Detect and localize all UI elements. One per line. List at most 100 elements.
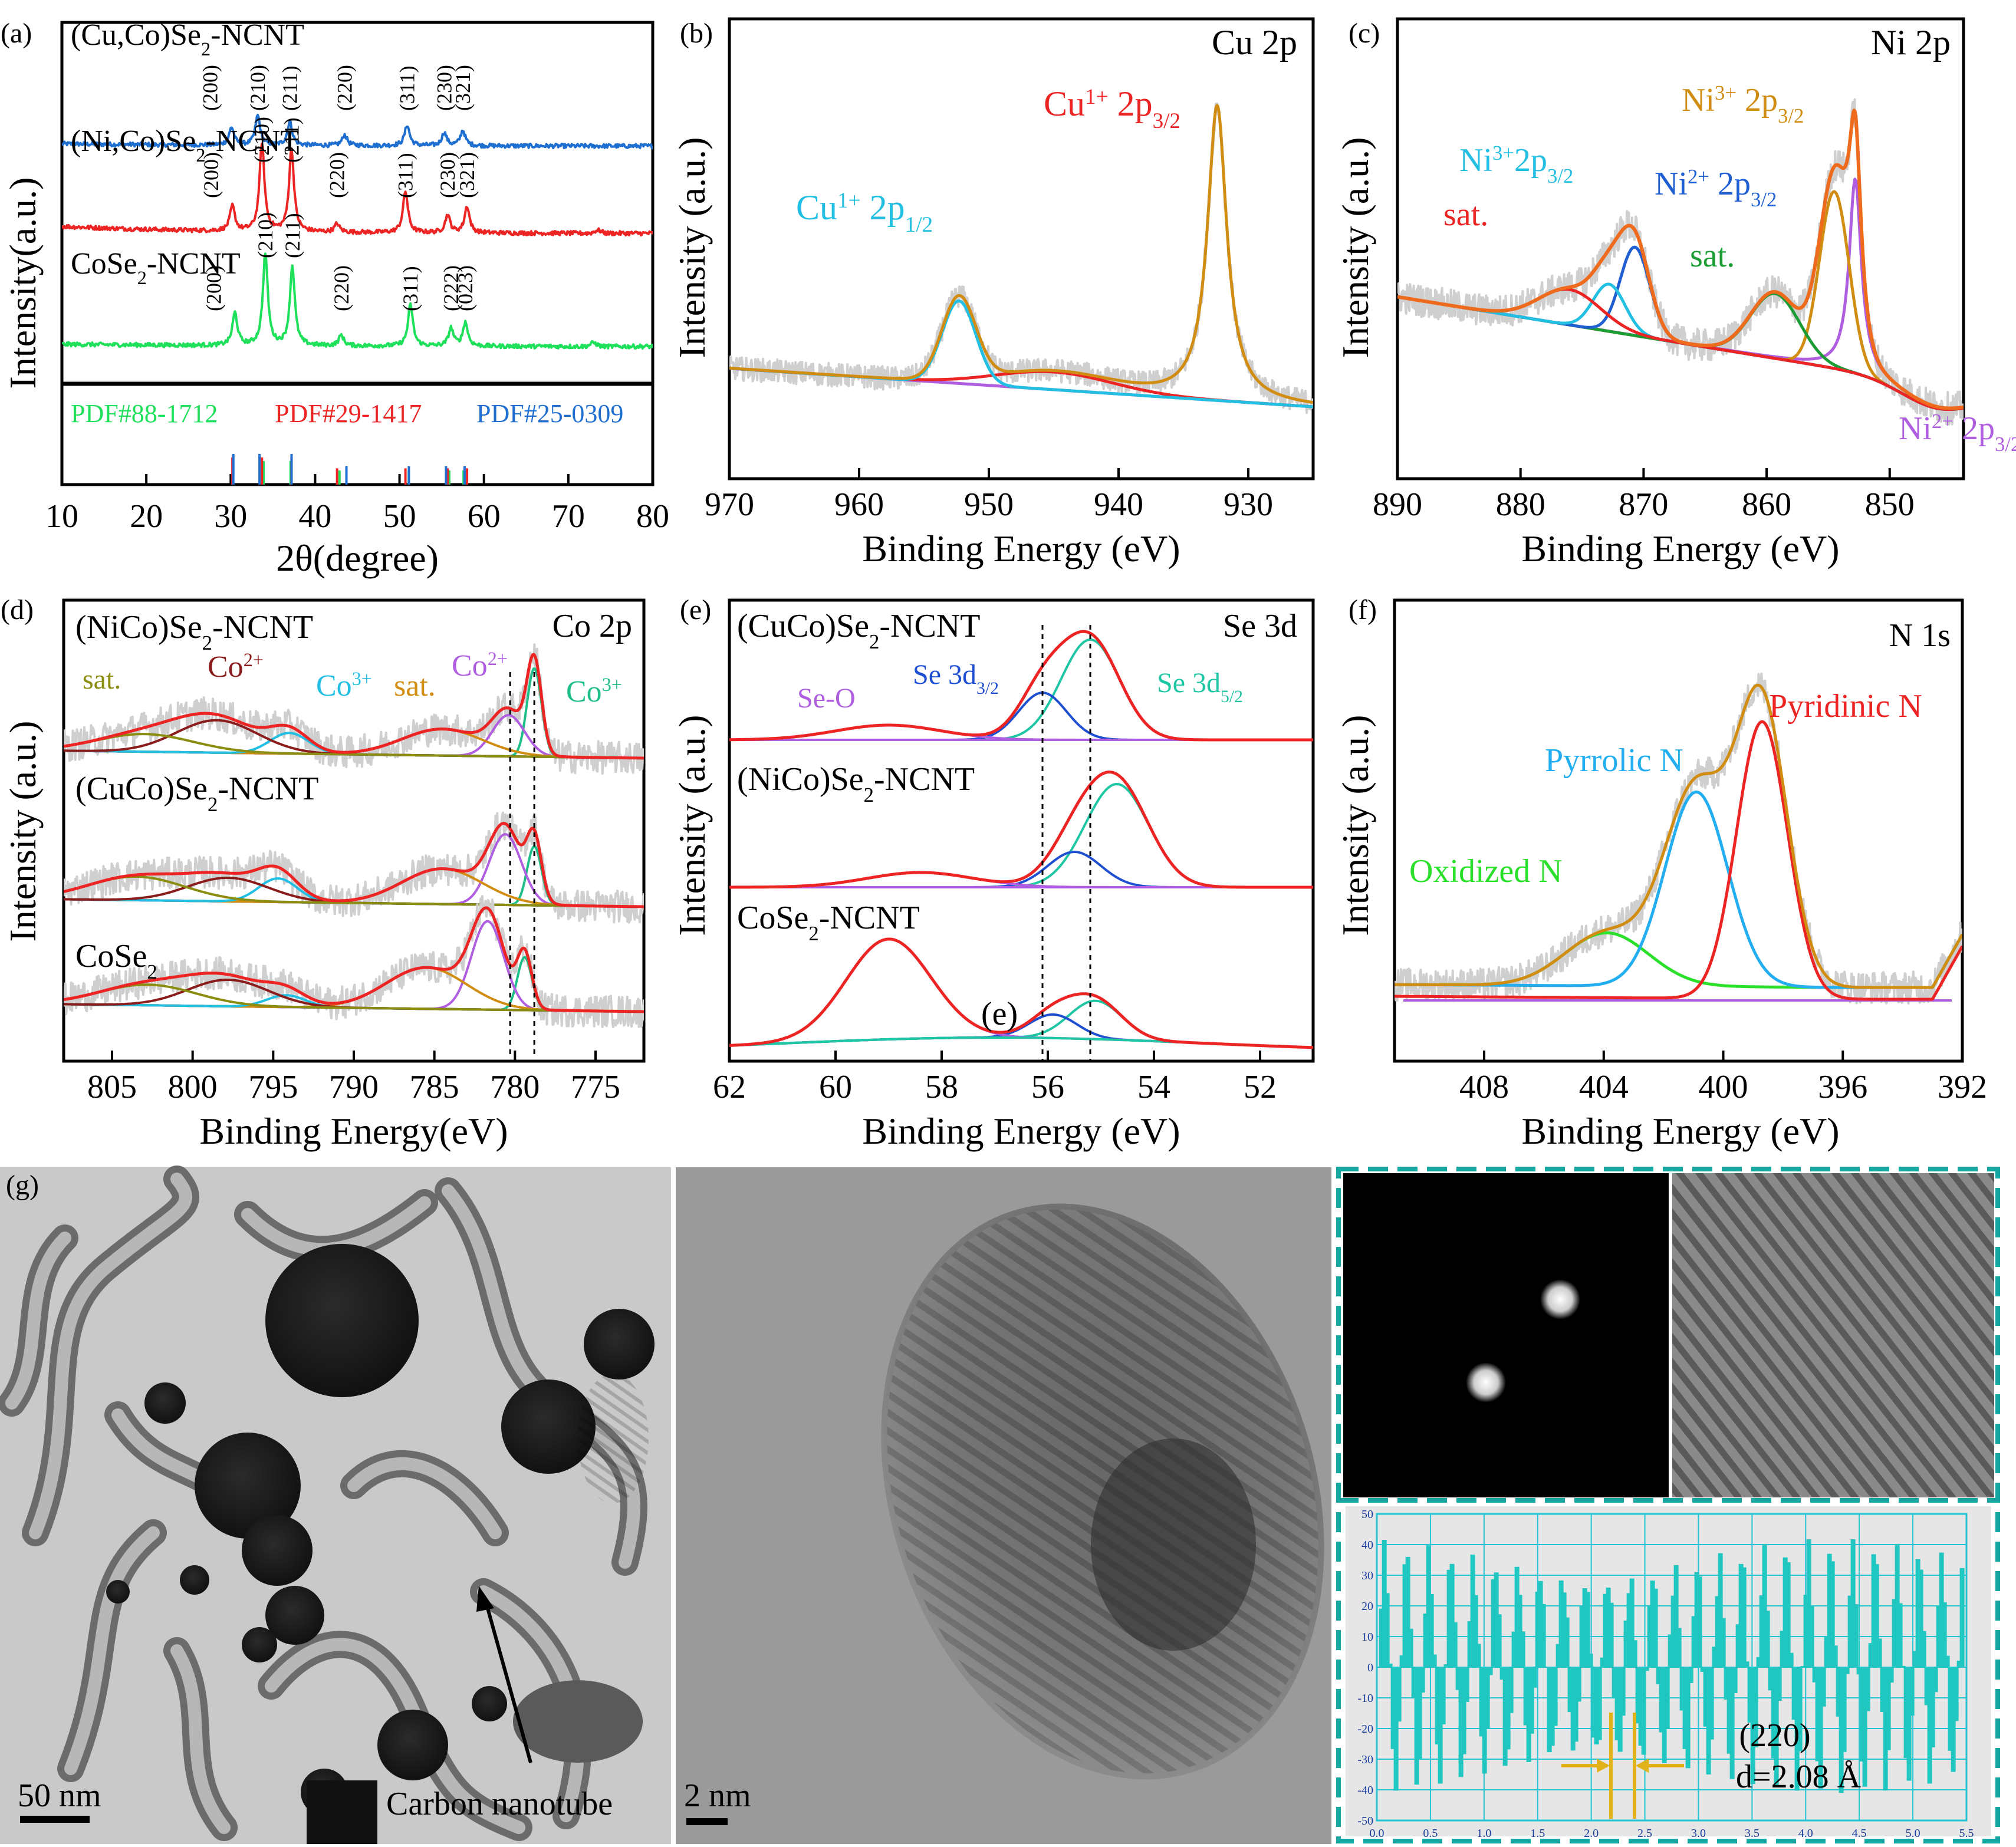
profile-bar <box>1393 1667 1399 1791</box>
metal-selenide-particle <box>307 1780 377 1844</box>
profile-bar <box>1830 1561 1835 1667</box>
fft-spot <box>1466 1362 1506 1402</box>
profile-bar <box>1933 1667 1938 1693</box>
peak-fit <box>64 875 644 908</box>
profile-bar <box>1638 1667 1643 1746</box>
series-name: (NiCo)Se2-NCNT <box>737 761 975 806</box>
envelope-fit <box>729 104 1313 404</box>
dark-region <box>1091 1438 1256 1651</box>
panel-frame <box>728 598 1315 1063</box>
panel-label-b: (b) <box>680 18 713 49</box>
profile-bar <box>1880 1667 1885 1712</box>
pyrrolic-n-fit <box>1395 790 1962 989</box>
profile-bar <box>1721 1618 1726 1667</box>
profile-bar <box>1951 1667 1956 1772</box>
carbon-nanotube-core <box>29 1173 192 1539</box>
peak-label: Se 3d3/2 <box>913 659 999 698</box>
profile-bar <box>1756 1657 1761 1667</box>
miller-index: (211) <box>278 65 301 111</box>
series-name: (CuCo)Se2-NCNT <box>737 608 980 653</box>
metal-selenide-particle <box>106 1580 130 1604</box>
panel-label-a: (a) <box>1 18 32 49</box>
profile-bar <box>1924 1667 1929 1706</box>
metal-selenide-particle <box>265 1244 419 1397</box>
profile-y-tick-label: -40 <box>1357 1784 1373 1797</box>
profile-bar <box>1844 1667 1850 1674</box>
profile-bar <box>1909 1667 1915 1716</box>
peak-label: Ni3+ 2p3/2 <box>1682 81 1804 127</box>
profile-bar <box>1883 1667 1888 1791</box>
profile-bar <box>1656 1667 1661 1684</box>
profile-bar <box>1561 1592 1567 1667</box>
profile-y-tick-label: 20 <box>1361 1600 1373 1613</box>
peak-label: Pyridinic N <box>1769 688 1922 725</box>
profile-bar <box>1499 1667 1505 1680</box>
profile-bar <box>1750 1667 1755 1785</box>
profile-bar <box>1673 1565 1679 1667</box>
profile-bar <box>1718 1553 1723 1667</box>
profile-x-tick-label: 2.0 <box>1584 1827 1599 1840</box>
miller-index: (200) <box>202 265 225 311</box>
profile-bar <box>1895 1543 1900 1667</box>
carbon-nanotube-core <box>64 1526 160 1775</box>
profile-bar <box>1606 1587 1611 1667</box>
peak-label: Oxidized N <box>1409 853 1563 890</box>
profile-bar <box>1612 1667 1617 1698</box>
miller-index: (210) <box>246 65 269 111</box>
panel-frame <box>728 17 1315 480</box>
profile-bar <box>1382 1539 1387 1667</box>
profile-bar <box>1505 1667 1511 1750</box>
lattice-plane-label: (220) <box>1739 1717 1810 1754</box>
envelope-fit <box>64 653 644 760</box>
profile-bar <box>1494 1572 1499 1667</box>
profile-bar <box>1470 1555 1475 1667</box>
profile-bar <box>1553 1667 1558 1726</box>
xrd-pattern <box>62 114 653 150</box>
envelope-fit <box>729 937 1313 1049</box>
series-name: (CuCo)Se2-NCNT <box>75 771 318 816</box>
profile-bar <box>1432 1654 1437 1667</box>
profile-bar <box>1379 1608 1384 1667</box>
profile-bar <box>1959 1568 1965 1667</box>
profile-bar <box>1438 1667 1443 1784</box>
profile-bar <box>1541 1604 1546 1667</box>
x-tick-label: 40 <box>298 498 331 535</box>
profile-bar <box>1685 1667 1691 1769</box>
profile-bar <box>1856 1667 1862 1675</box>
panel-title: Ni 2p <box>1871 23 1951 62</box>
peak-fit <box>729 783 1313 888</box>
carbon-nanotube-core <box>170 1644 231 1834</box>
profile-bar <box>1502 1667 1508 1766</box>
x-axis-label: Binding Energy (eV) <box>1521 1110 1839 1152</box>
profile-bar <box>1435 1667 1440 1745</box>
fft-spot <box>1540 1279 1580 1319</box>
profile-bar <box>1948 1667 1953 1751</box>
profile-bar <box>1771 1667 1776 1759</box>
profile-bar <box>1550 1667 1555 1746</box>
profile-bar <box>1473 1595 1478 1667</box>
profile-y-tick-label: 30 <box>1361 1569 1373 1582</box>
profile-bar <box>1617 1667 1623 1752</box>
profile-bar <box>1918 1569 1923 1667</box>
profile-bar <box>1892 1599 1897 1667</box>
x-tick-label: 880 <box>1496 486 1545 523</box>
profile-bar <box>1476 1644 1481 1667</box>
profile-bar <box>1387 1663 1393 1667</box>
xrd-pattern <box>62 252 653 350</box>
profile-bar <box>1747 1667 1752 1723</box>
profile-x-tick-label: 5.0 <box>1906 1827 1920 1840</box>
reference-label: PDF#88-1712 <box>71 399 218 428</box>
x-tick-label: 890 <box>1373 486 1422 523</box>
profile-bar <box>1942 1602 1947 1667</box>
profile-bar <box>1455 1667 1461 1690</box>
pyridinic-n-fit <box>1395 720 1962 1001</box>
series-name: CoSe2 <box>75 938 157 983</box>
profile-bar <box>1715 1596 1720 1667</box>
profile-bar <box>1853 1604 1859 1667</box>
profile-bar <box>1682 1667 1688 1749</box>
profile-bar <box>1709 1667 1714 1740</box>
x-tick-label: 30 <box>214 498 247 535</box>
miller-index: (311) <box>394 153 417 198</box>
